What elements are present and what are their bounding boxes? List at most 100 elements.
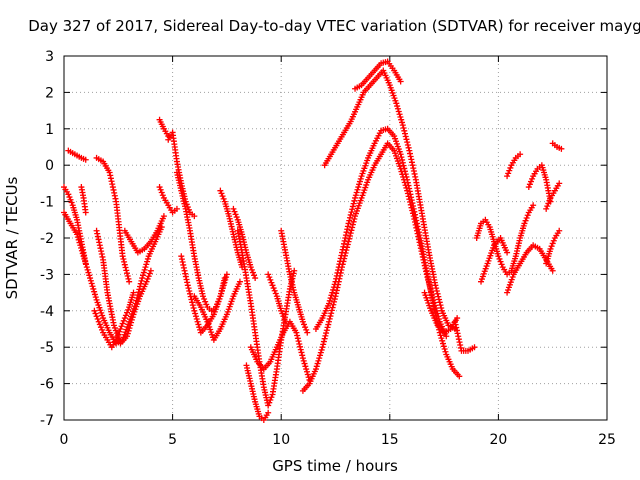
data-point [266,399,273,406]
data-point [247,264,254,271]
data-point [325,318,332,325]
data-point [437,332,444,339]
data-point [94,315,101,322]
series-t23 [312,125,463,380]
data-point [298,349,305,356]
data-point [87,277,94,284]
data-point [139,275,146,282]
data-point [506,167,513,174]
data-point [303,368,310,375]
data-point [410,205,417,212]
data-point [299,352,306,359]
data-point [119,253,126,260]
data-point [411,211,418,218]
data-point [84,266,91,273]
data-point [95,236,102,243]
data-point [398,154,405,161]
data-point [335,264,342,271]
data-point [341,237,348,244]
data-point [201,295,208,302]
data-point [144,258,151,265]
data-point [98,248,105,255]
y-tick-label: -4 [40,304,54,320]
data-point [178,256,185,263]
data-point [297,343,304,350]
data-point [82,209,89,216]
data-point [230,205,237,212]
data-point [454,330,461,337]
y-tick-label: -1 [40,195,54,211]
data-point [544,203,551,210]
data-point [193,315,200,322]
data-point [399,156,406,163]
data-point [304,329,311,336]
y-axis-label: SDTVAR / TECUs [3,176,21,299]
data-point [278,307,285,314]
data-point [333,272,340,279]
data-point [550,237,557,244]
data-point [299,355,306,362]
data-point [402,130,409,137]
data-point [118,323,125,330]
data-point [403,136,410,143]
data-point [408,197,415,204]
data-point [495,253,502,260]
data-point [404,179,411,186]
x-tick-label: 20 [489,432,507,448]
data-point [524,212,531,219]
data-point [182,273,189,280]
data-point [410,165,417,172]
y-tick-label: -3 [40,267,54,283]
data-point [397,78,404,85]
data-point [220,282,227,289]
data-point [433,285,440,292]
data-point [144,275,151,282]
data-point [126,278,133,285]
data-point [220,195,227,202]
data-point [504,249,511,256]
data-point [186,290,193,297]
data-point [140,269,147,276]
data-point [331,281,338,288]
data-point [127,322,134,329]
series-t7 [91,289,137,351]
data-point [319,344,326,351]
data-point [299,318,306,325]
data-point [301,321,308,328]
data-point [158,189,165,196]
data-point [191,213,198,220]
data-point [340,243,347,250]
data-point [404,141,411,148]
data-point [330,301,337,308]
data-point [85,269,92,276]
data-point [453,324,460,331]
data-point [413,217,420,224]
data-point [180,261,187,268]
data-point [347,230,354,237]
data-point [121,315,128,322]
data-point [112,195,119,202]
data-point [333,275,340,282]
data-point [272,290,279,297]
data-point [529,175,536,182]
data-point [120,256,127,263]
data-point [457,344,464,351]
data-point [248,266,255,273]
data-point [99,253,106,260]
data-point [293,329,300,336]
x-tick-label: 10 [272,432,290,448]
data-point [406,188,413,195]
data-point [217,187,224,194]
data-point [413,220,420,227]
data-point [549,240,556,247]
data-point [196,324,203,331]
data-point [125,327,132,334]
series-t35 [543,227,563,267]
data-point [415,226,422,233]
data-point [405,182,412,189]
data-point [270,285,277,292]
data-point [123,267,130,274]
data-point [556,180,563,187]
data-point [121,261,128,268]
data-point [517,151,524,158]
